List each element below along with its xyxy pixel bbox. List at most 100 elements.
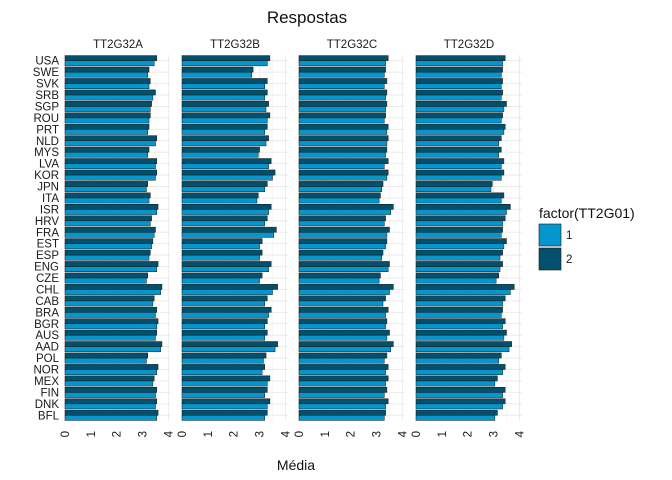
bar-series-2	[415, 364, 506, 370]
bar-series-2	[64, 78, 151, 84]
bar-series-2	[298, 409, 386, 416]
bar-series-1	[298, 415, 385, 421]
bar-series-2	[298, 226, 390, 233]
bar-series-2	[64, 398, 158, 405]
bar-series-2	[415, 341, 512, 347]
bar-series-2	[298, 181, 384, 187]
bar-series-1	[415, 60, 503, 67]
bar-series-2	[64, 146, 150, 153]
bar-series-2	[181, 329, 268, 336]
y-tick-label: NOR	[33, 365, 59, 377]
bar-series-1	[64, 289, 161, 295]
bar-series-2	[64, 204, 159, 210]
bar-series-1	[64, 312, 156, 318]
bar-series-2	[415, 295, 506, 302]
bar-series-2	[298, 341, 394, 347]
legend-label: 1	[566, 230, 572, 242]
bar-series-1	[64, 346, 161, 353]
bar-series-2	[298, 261, 390, 267]
bar-series-1	[298, 186, 382, 192]
bar-series-1	[298, 174, 388, 181]
bar-series-1	[298, 289, 390, 295]
y-tick-label: ISR	[40, 204, 59, 216]
bar-series-1	[64, 163, 156, 170]
y-tick-label: CHL	[36, 284, 60, 296]
bar-series-2	[64, 364, 159, 370]
facet-title: TT2G32A	[93, 39, 143, 51]
x-tick-label: 1	[86, 431, 98, 437]
bar-series-2	[64, 329, 158, 336]
bar-series-2	[64, 135, 158, 142]
bar-series-2	[64, 249, 151, 256]
bar-series-1	[181, 254, 260, 261]
bar-series-2	[64, 123, 150, 130]
bar-series-1	[181, 232, 275, 238]
bar-series-2	[298, 318, 388, 325]
bar-series-1	[181, 392, 265, 398]
bar-series-1	[181, 163, 269, 170]
bar-series-1	[64, 209, 158, 215]
facet-panel: TT2G32B 0 1 2 3 4	[177, 39, 292, 437]
bar-series-1	[181, 323, 265, 330]
bar-series-2	[415, 318, 506, 325]
bar-series-2	[298, 329, 390, 336]
x-tick-label: 0	[294, 431, 306, 437]
bar-series-1	[64, 254, 150, 261]
bar-series-1	[415, 117, 502, 124]
bar-series-1	[298, 117, 385, 124]
bar-series-2	[415, 387, 506, 393]
bar-series-2	[64, 55, 158, 61]
x-tick-label: 3	[489, 431, 501, 437]
bar-series-1	[64, 129, 148, 135]
bar-series-1	[298, 140, 388, 147]
bar-series-2	[64, 284, 163, 290]
bar-series-2	[64, 101, 152, 107]
bar-series-1	[298, 254, 382, 261]
bar-series-1	[415, 266, 501, 272]
bar-series-1	[181, 186, 265, 192]
bar-series-1	[298, 357, 385, 364]
bar-series-1	[298, 334, 388, 341]
bar-series-1	[415, 220, 503, 227]
bar-series-2	[181, 272, 263, 279]
bar-series-1	[64, 334, 156, 341]
bar-series-1	[181, 266, 269, 272]
y-tick-label: DNK	[35, 399, 60, 411]
y-axis-labels: USASWESVKSRBSGPROUPRTNLDMYSLVAKORJPNITAI…	[33, 56, 60, 423]
bar-series-1	[415, 323, 503, 330]
bar-series-2	[298, 249, 384, 256]
bar-series-1	[64, 323, 158, 330]
bar-series-1	[181, 174, 273, 181]
bar-series-2	[298, 192, 381, 199]
y-tick-label: HRV	[35, 216, 59, 228]
bar-series-1	[415, 415, 496, 421]
bar-series-2	[298, 295, 386, 302]
facet-panel: TT2G32D 0 1 2 3 4	[411, 39, 526, 437]
bar-series-2	[298, 204, 394, 210]
bar-series-2	[64, 215, 152, 222]
bar-series-1	[415, 94, 502, 101]
bar-series-2	[64, 158, 158, 164]
bar-series-1	[181, 415, 265, 421]
bar-series-1	[181, 289, 273, 295]
bar-series-2	[181, 409, 268, 416]
bar-series-1	[298, 197, 380, 204]
bar-series-2	[64, 169, 158, 176]
y-tick-label: ITA	[42, 193, 59, 205]
bar-series-1	[64, 220, 151, 227]
bar-series-2	[415, 192, 505, 199]
bar-series-2	[415, 78, 503, 84]
bar-series-1	[415, 346, 510, 353]
x-tick-label: 2	[346, 431, 358, 437]
bar-series-1	[415, 300, 503, 307]
bar-series-2	[415, 249, 503, 256]
bar-series-1	[415, 403, 503, 410]
bar-series-1	[415, 209, 507, 215]
bar-series-1	[415, 71, 502, 78]
bar-series-2	[415, 89, 503, 96]
y-tick-label: NLD	[36, 136, 59, 148]
bar-series-2	[64, 318, 159, 325]
bar-series-1	[64, 83, 150, 89]
bar-series-1	[298, 232, 388, 238]
bar-series-1	[415, 334, 505, 341]
